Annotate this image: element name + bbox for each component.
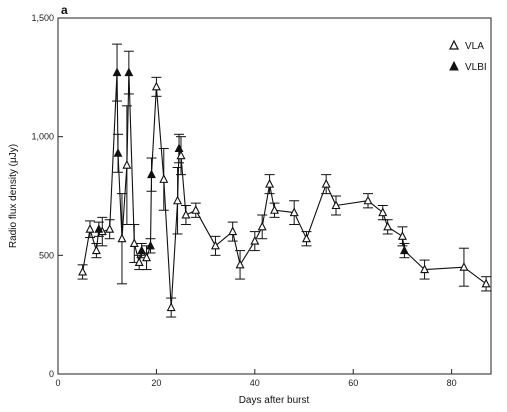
vla-data-point — [176, 150, 186, 160]
vla-data-point — [159, 174, 169, 183]
vlbi-data-point — [124, 67, 134, 77]
vla-data-point — [289, 207, 299, 217]
vla-data-point — [142, 252, 152, 262]
x-tick-label: 20 — [151, 378, 161, 388]
data-markers — [78, 67, 491, 312]
y-tick-label: 1,500 — [31, 13, 54, 23]
vlbi-data-point — [112, 67, 122, 77]
vla-data-point — [301, 233, 311, 243]
connecting-lines — [82, 72, 487, 309]
vlbi-data-point — [94, 224, 104, 233]
vla-data-point — [151, 81, 161, 91]
x-tick-label: 40 — [250, 378, 260, 388]
legend: VLA VLBI — [449, 39, 487, 73]
panel-label: a — [61, 3, 68, 17]
vla-data-point — [78, 266, 88, 276]
vla-data-point — [117, 233, 127, 243]
x-axis-title: Days after burst — [239, 395, 310, 406]
vla-data-point — [331, 200, 341, 210]
legend-label-vlbi: VLBI — [465, 62, 487, 73]
x-tick-label: 0 — [55, 378, 60, 388]
vla-data-point — [173, 195, 183, 205]
vla-data-point — [269, 205, 280, 214]
vla-data-point — [228, 226, 238, 236]
vla-data-point — [129, 238, 139, 248]
vla-data-point — [459, 261, 469, 271]
plot-area — [57, 17, 492, 375]
vla-data-point — [91, 245, 101, 255]
y-axis-title: Radio flux density (µJy) — [8, 144, 19, 248]
vla-data-point — [397, 231, 407, 240]
vla-data-point — [378, 207, 388, 217]
light-curve-line — [82, 72, 487, 309]
vla-data-point — [363, 195, 373, 205]
error-bars — [77, 43, 492, 318]
vla-data-point — [420, 264, 430, 274]
vla-data-point — [235, 259, 245, 269]
vla-data-point — [191, 205, 201, 214]
vlbi-data-point — [174, 143, 184, 153]
legend-item-vlbi: VLBI — [449, 60, 487, 73]
vlbi-data-point — [146, 240, 155, 250]
y-tick-label: 1,000 — [31, 132, 54, 142]
vlbi-data-point — [137, 245, 147, 255]
vla-data-point — [134, 257, 144, 267]
vla-data-point — [321, 178, 331, 188]
vla-data-point — [250, 235, 260, 245]
plot-frame — [57, 17, 492, 375]
vlbi-data-point — [399, 245, 409, 255]
y-tick-label: 500 — [39, 250, 54, 260]
vla-data-point — [122, 159, 132, 169]
legend-item-vla: VLA — [449, 39, 484, 52]
vla-data-point — [181, 209, 191, 219]
legend-open-triangle-icon — [449, 39, 459, 50]
vla-data-point — [481, 278, 491, 288]
x-tick-label: 60 — [348, 378, 358, 388]
vla-data-point — [105, 224, 115, 233]
vlbi-data-point — [113, 148, 123, 157]
vla-data-point — [257, 221, 267, 231]
vla-data-point — [85, 224, 95, 233]
vla-data-point — [166, 302, 176, 312]
axis-ticks: 0 20 40 60 80 0 500 1,000 1,500 — [31, 13, 456, 388]
vla-data-point — [210, 240, 220, 250]
y-tick-label: 0 — [49, 369, 54, 379]
vla-data-point — [383, 221, 393, 231]
legend-label-vla: VLA — [465, 41, 484, 52]
legend-filled-triangle-icon — [449, 60, 459, 71]
vlbi-data-point — [147, 169, 156, 179]
vla-data-point — [265, 178, 275, 188]
x-tick-label: 80 — [447, 378, 457, 388]
